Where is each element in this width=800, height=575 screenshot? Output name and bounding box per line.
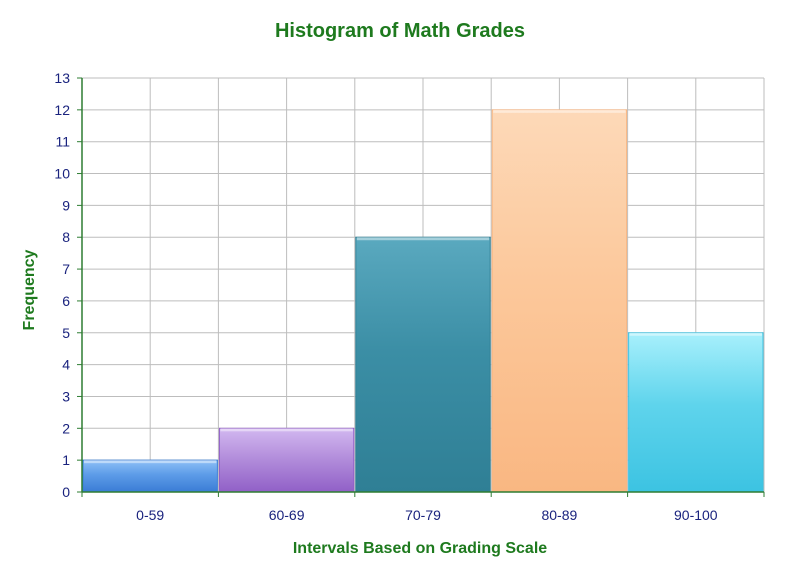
y-tick-label: 13	[54, 70, 70, 86]
y-tick-label: 3	[62, 388, 70, 404]
y-tick-label: 8	[62, 229, 70, 245]
x-tick-label: 0-59	[136, 507, 164, 523]
y-tick-label: 7	[62, 261, 70, 277]
y-tick-label: 5	[62, 325, 70, 341]
x-tick-labels: 0-59 60-69 70-79 80-89 90-100	[136, 507, 718, 523]
y-tick-label: 0	[62, 484, 70, 500]
y-tick-label: 6	[62, 293, 70, 309]
y-tick-label: 2	[62, 420, 70, 436]
bar-highlight	[220, 428, 353, 432]
y-tick-label: 10	[54, 166, 70, 182]
y-tick-label: 9	[62, 197, 70, 213]
bar-0-59	[82, 459, 218, 493]
bar-highlight	[356, 237, 490, 241]
bar-60-69	[218, 427, 355, 493]
bars	[82, 109, 764, 493]
bar-highlight	[84, 460, 217, 464]
x-tick-label: 90-100	[674, 507, 718, 523]
bar-highlight	[493, 109, 626, 113]
y-tick-label: 4	[62, 357, 70, 373]
x-tick-label: 80-89	[541, 507, 577, 523]
x-axis-title: Intervals Based on Grading Scale	[293, 540, 547, 557]
bar-70-79	[355, 236, 491, 493]
bar-highlight	[629, 332, 762, 336]
bar-80-89	[491, 109, 628, 493]
y-axis-title: Frequency	[21, 249, 38, 330]
chart-title: Histogram of Math Grades	[275, 20, 525, 42]
x-tick-label: 60-69	[269, 507, 305, 523]
axes	[77, 77, 765, 497]
x-tick-label: 70-79	[405, 507, 441, 523]
y-tick-label: 1	[62, 452, 70, 468]
y-tick-label: 12	[54, 102, 70, 118]
bar-90-100	[628, 332, 764, 493]
y-tick-label: 11	[55, 134, 70, 150]
